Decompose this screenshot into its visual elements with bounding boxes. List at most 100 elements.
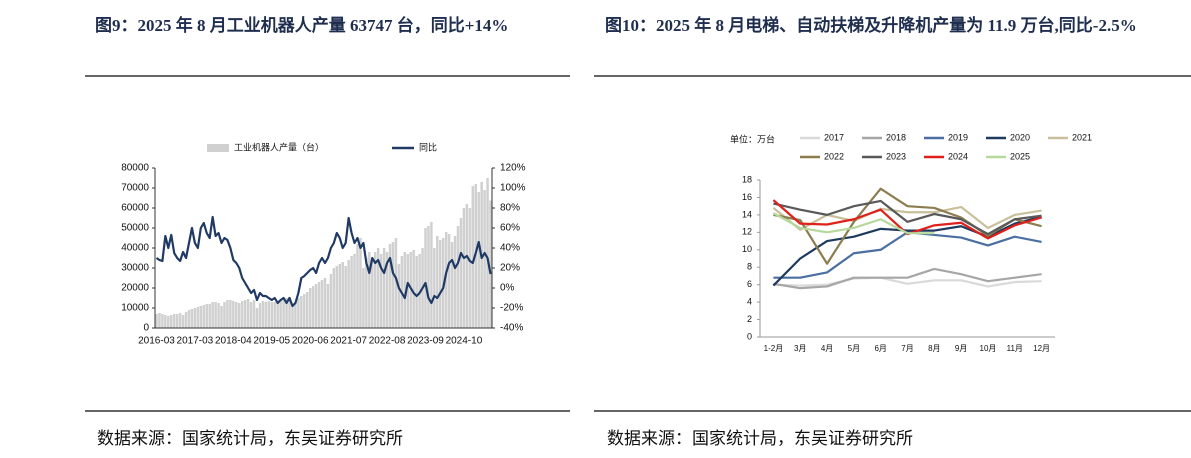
x-tick-label: 5月 (848, 344, 860, 353)
bar (376, 248, 380, 328)
y-tick-label: 20000 (121, 283, 149, 294)
bar (335, 266, 339, 328)
series-line (155, 215, 492, 308)
bar (178, 313, 182, 328)
x-tick-label: 9月 (955, 344, 967, 353)
series-line (773, 231, 1042, 279)
bar (243, 300, 247, 328)
bar (214, 302, 217, 328)
bar (433, 248, 436, 328)
bar (373, 252, 377, 328)
bar (468, 208, 472, 328)
series-line (772, 205, 1042, 231)
bar (202, 305, 206, 328)
bar (294, 302, 297, 328)
bar (267, 301, 271, 328)
bar (208, 304, 211, 328)
y-tick-label: 10 (742, 244, 752, 254)
bar (285, 298, 288, 328)
y-tick-label: 40000 (121, 243, 149, 254)
bar (167, 316, 170, 328)
x-tick-label: 6月 (874, 344, 886, 353)
series-line (772, 215, 1042, 287)
bar (365, 258, 368, 328)
y2-tick-label: -20% (500, 303, 523, 314)
bar (158, 313, 161, 328)
bar (276, 301, 279, 328)
bar (456, 226, 460, 328)
bar (350, 256, 353, 328)
legend-label: 2021 (1072, 132, 1092, 142)
bar (155, 314, 158, 328)
bar (444, 232, 448, 328)
bar (465, 204, 469, 328)
bar (305, 292, 309, 328)
x-tick-label: 1-2月 (764, 344, 784, 353)
y-tick-label: 2 (747, 314, 752, 324)
bar (477, 192, 480, 328)
bar (288, 297, 291, 328)
bar (471, 186, 475, 328)
bar (193, 308, 197, 328)
series-line (773, 267, 1042, 290)
y-tick-label: 6 (747, 279, 752, 289)
bar (447, 234, 451, 328)
bar (258, 303, 262, 328)
bar (317, 282, 321, 328)
y2-tick-label: 100% (500, 183, 526, 194)
x-tick-label: 11月 (1007, 344, 1023, 353)
bar (264, 302, 268, 328)
bar (415, 256, 418, 328)
x-tick-label: 2020-06 (292, 336, 329, 347)
y2-tick-label: 0% (500, 283, 515, 294)
legend-swatch (207, 144, 229, 152)
bar (249, 302, 253, 328)
bar (229, 300, 232, 328)
y2-tick-label: 80% (500, 203, 520, 214)
bar (184, 312, 188, 328)
x-tick-label: 2023-09 (407, 336, 444, 347)
bar (246, 299, 250, 328)
bar (164, 315, 167, 328)
y-tick-label: 10000 (121, 303, 149, 314)
bar (483, 190, 486, 328)
bar (462, 208, 466, 328)
bar (235, 302, 238, 328)
bar (489, 200, 492, 328)
y-tick-label: 80000 (121, 163, 149, 174)
bar (220, 306, 223, 328)
y-tick-label: 70000 (121, 183, 149, 194)
bar (172, 314, 176, 328)
bar (300, 296, 303, 328)
bar (190, 309, 194, 328)
bar (341, 262, 344, 328)
x-tick-label: 10月 (980, 344, 997, 353)
series-line (773, 276, 1042, 288)
bar (368, 252, 371, 328)
bar (252, 300, 256, 328)
y-tick-label: 16 (742, 192, 752, 202)
x-tick-label: 2019-05 (253, 336, 290, 347)
y-tick-label: 14 (742, 209, 752, 219)
bar (486, 178, 489, 328)
bar (326, 284, 330, 328)
bar (240, 301, 244, 328)
chart-title: 图9：2025 年 8 月工业机器人产量 63747 台，同比+14% (95, 16, 509, 35)
y2-tick-label: 20% (500, 263, 520, 274)
y-tick-label: 8 (747, 262, 752, 272)
unit-label: 单位：万台 (730, 133, 775, 144)
chart-title: 图10：2025 年 8 月电梯、自动扶梯及升降机产量为 11.9 万台,同比-… (605, 16, 1137, 35)
bar (311, 286, 315, 328)
bar (453, 236, 457, 328)
bar (427, 226, 430, 328)
bar (359, 238, 362, 328)
source: 数据来源：国家统计局，东吴证券研究所 (607, 429, 913, 448)
bar (356, 244, 359, 328)
y2-tick-label: 40% (500, 243, 520, 254)
bar (403, 252, 407, 328)
bar (297, 298, 300, 328)
bar (439, 240, 442, 328)
x-tick-label: 7月 (901, 344, 913, 353)
bar (459, 218, 463, 328)
